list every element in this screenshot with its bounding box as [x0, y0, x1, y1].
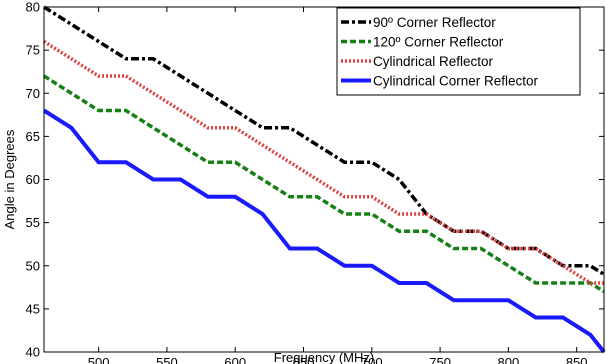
x-tick-label: 650 [293, 355, 315, 364]
x-tick-label: 850 [566, 355, 588, 364]
x-tick-label: 700 [361, 355, 383, 364]
x-tick-label: 750 [429, 355, 451, 364]
legend-label-1: 90º Corner Reflector [373, 15, 496, 30]
x-axis-title: Frequency (MHz) [274, 350, 374, 364]
y-tick-label: 65 [26, 129, 40, 144]
y-tick-label: 60 [26, 172, 40, 187]
series-line-3 [43, 40, 604, 285]
y-axis-title: Angle in Degrees [2, 129, 17, 229]
x-tick-labels: 500 550 600 650 700 750 800 850 [88, 355, 588, 364]
series-line-4 [42, 108, 606, 354]
y-tick-label: 45 [26, 301, 40, 316]
x-tick-label: 800 [498, 355, 520, 364]
legend-label-2: 120º Corner Reflector [373, 35, 504, 50]
x-tick-label: 500 [88, 355, 110, 364]
legend-label-4: Cylindrical Corner Reflector [373, 74, 539, 89]
legend-box [336, 7, 581, 96]
y-tick-label: 55 [26, 215, 40, 230]
series-line-2 [43, 74, 605, 294]
y-tick-label: 80 [26, 0, 40, 15]
x-tick-label: 600 [224, 355, 246, 364]
legend: 90º Corner Reflector 120º Corner Reflecto… [336, 7, 581, 96]
y-tick-label: 50 [26, 258, 40, 273]
y-tick-label: 75 [26, 43, 40, 58]
y-tick-labels: 40 45 50 55 60 65 70 75 80 [26, 0, 40, 360]
legend-label-3: Cylindrical Reflector [373, 54, 494, 69]
x-tick-label: 550 [156, 355, 178, 364]
y-tick-label: 70 [26, 86, 40, 101]
series-line-1 [43, 5, 605, 276]
y-tick-label: 40 [26, 345, 40, 360]
series-lines [42, 5, 606, 354]
